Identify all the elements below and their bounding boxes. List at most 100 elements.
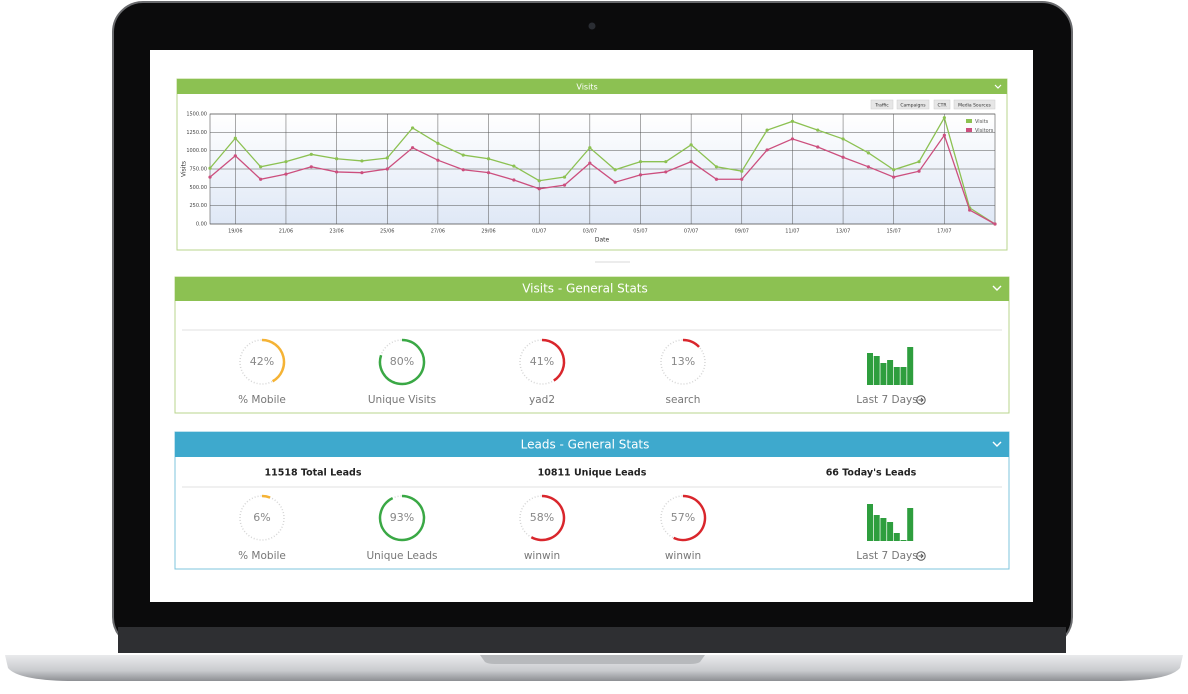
data-point [866,165,870,169]
x-tick-label: 07/07 [684,229,698,235]
data-point [461,153,465,157]
gauge-arc [261,494,271,499]
gauge-value: 13% [671,355,695,368]
data-point [866,151,870,155]
data-point [740,177,744,181]
data-point [638,173,643,177]
x-tick-label: 11/07 [785,229,799,235]
toolbar-button[interactable] [896,99,930,110]
data-point [689,160,693,164]
data-point [385,167,389,171]
gauge-label: Unique Leads [366,550,437,562]
gauge-arc [541,338,566,382]
data-point [638,160,643,164]
arrow-icon[interactable] [916,551,926,561]
data-point [537,187,541,191]
data-point [790,137,795,141]
y-tick-label: 1250.00 [186,130,207,136]
gauge-arc [682,338,700,348]
gauge-arc [378,494,426,542]
data-point [664,160,668,164]
x-tick-label: 27/06 [431,229,445,235]
gauge-arc [673,494,707,542]
data-point [233,136,237,140]
data-point [689,143,693,147]
x-axis-title: Date [595,237,610,244]
x-tick-label: 17/07 [937,229,951,235]
mini-bar [873,356,880,385]
data-point [993,222,997,226]
gauge-track [239,495,285,541]
collapse-icon[interactable] [994,84,1002,89]
x-tick-label: 23/06 [329,229,343,235]
data-point [436,158,440,162]
mini-bar [867,504,873,541]
leads-total: 11518 Total Leads [265,468,362,479]
visits-stats-header [175,277,1009,301]
data-point [714,177,719,181]
chart-header [177,79,1007,94]
last7-label[interactable]: Last 7 Days [856,550,917,562]
data-point [790,119,795,123]
toolbar-button-label[interactable]: Traffic [874,102,889,108]
data-point [512,164,516,168]
data-point [968,208,972,212]
gauge-value: 58% [530,511,554,524]
data-point [765,128,769,132]
toolbar-button[interactable] [953,99,996,110]
y-tick-label: 0.00 [196,222,207,228]
mini-bar [900,540,907,541]
data-point [816,128,820,132]
toolbar-button-label[interactable]: Media Sources [958,102,991,108]
collapse-icon[interactable] [992,285,1002,291]
data-point [537,179,541,183]
data-point [512,178,516,182]
gauge-value: 6% [253,511,270,524]
x-tick-label: 03/07 [583,229,597,235]
data-point [892,175,896,179]
toolbar-button-label[interactable]: Campaigns [900,102,926,108]
mini-bar [893,533,900,541]
mini-bar [887,360,894,385]
data-point [436,141,440,145]
gauge-arc [378,338,426,386]
collapse-icon[interactable] [992,441,1002,447]
data-point [309,165,313,169]
y-tick-label: 750.00 [190,167,208,173]
laptop-base [5,655,1183,681]
data-point [562,183,567,187]
x-tick-label: 09/07 [735,229,749,235]
last7-label[interactable]: Last 7 Days [856,394,917,406]
data-point [942,133,946,137]
bezel-bottom [118,627,1066,653]
data-point [259,165,263,169]
gauge-value: 57% [671,511,695,524]
arrow-icon[interactable] [916,395,926,405]
leads-total: 10811 Unique Leads [538,468,647,479]
y-axis-title: Visits [181,161,188,177]
panel-title: Leads - General Stats [521,438,650,452]
data-point [486,171,491,175]
gauge-arc [530,494,566,542]
toolbar-button[interactable] [870,99,894,110]
legend-label: Visitors [975,128,994,134]
data-point [410,126,415,130]
data-point [385,156,389,160]
data-point [208,166,212,170]
data-point [664,170,668,174]
x-tick-label: 19/06 [228,229,242,235]
x-tick-label: 15/07 [886,229,900,235]
toolbar-button[interactable] [933,99,951,110]
data-point [233,154,237,158]
data-point [841,137,845,141]
gauge-label: % Mobile [238,394,286,406]
mini-bar [900,367,907,385]
toolbar-button-label[interactable]: CTR [937,102,946,108]
mini-bar [887,522,894,541]
data-point [765,148,769,152]
data-point [740,169,744,173]
leads-stats-header [175,432,1009,457]
data-point [335,157,339,161]
arrow-icon [918,553,924,559]
